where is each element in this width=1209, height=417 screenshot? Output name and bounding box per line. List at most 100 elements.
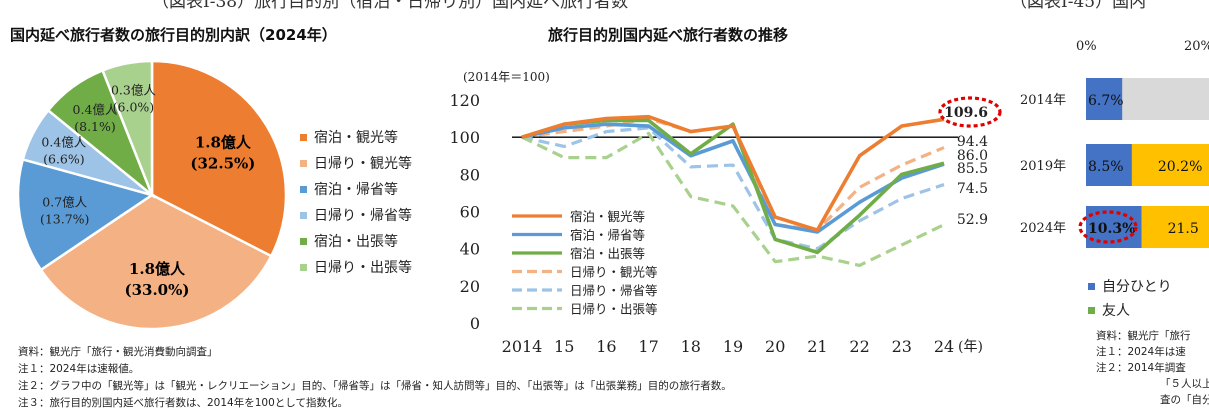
legend-item: 友人	[1088, 298, 1172, 322]
x-tick-label: 15	[554, 337, 574, 356]
legend-swatch	[300, 263, 307, 271]
y-tick-label: 40	[460, 240, 480, 259]
bar-category-label: 2019年	[1020, 159, 1066, 174]
pie-percent-label: (8.1%)	[74, 119, 116, 134]
pie-value-label: 0.3億人	[111, 83, 156, 98]
line-chart-title: 旅行目的別国内延べ旅行者数の推移	[548, 26, 789, 44]
y-tick-label: 20	[460, 277, 480, 296]
legend-item: 日帰り・観光等	[300, 150, 412, 176]
pie-value-label: 0.4億人	[73, 102, 118, 117]
bar-axis-tick: 20%	[1184, 39, 1209, 54]
y-tick-label: 0	[470, 314, 480, 333]
pie-chart: 1.8億人 (32.5%) 1.8億人 (33.0%) 0.7億人 (13.7%) 0.4億…	[16, 59, 288, 331]
pie-slice	[150, 59, 288, 258]
end-value-label: 94.4	[957, 134, 988, 150]
right-source-note: 資料：観光庁「旅行	[1096, 330, 1191, 342]
bar-segment-alone	[1086, 144, 1132, 186]
end-value-label: 74.5	[957, 181, 988, 197]
pie-value-label: 1.8億人	[195, 134, 252, 152]
x-axis-unit: (年)	[958, 339, 983, 355]
legend-item: 宿泊・帰省等	[300, 176, 412, 202]
x-tick-label: 17	[638, 337, 658, 356]
bar-segment-friend	[1131, 144, 1209, 186]
x-tick-label: 20	[765, 337, 785, 356]
bar-legend: 自分ひとり 友人	[1088, 274, 1172, 322]
x-tick-label: 18	[681, 337, 701, 356]
bar-category-label: 2014年	[1020, 93, 1066, 108]
highlight-circle	[938, 96, 1002, 128]
x-tick-label: 21	[807, 337, 827, 356]
line-chart: 0 20 40 60 80 100 120 2014 15 16 17 18 19 20 21 22 23 24…	[449, 91, 1002, 356]
legend-item: 宿泊・出張等	[300, 228, 412, 254]
note-1: 注１：2024年は速報値。	[18, 363, 140, 375]
line-series	[521, 114, 945, 232]
legend-label: 宿泊・出張等	[314, 234, 398, 250]
end-value-label: 86.0	[957, 148, 988, 164]
bar-category-label: 2024年	[1020, 221, 1066, 236]
right-note-2: 注２：2014年調査	[1096, 362, 1186, 374]
bar-value-label: 20.2%	[1158, 159, 1202, 175]
y-tick-label: 120	[449, 91, 480, 110]
end-value-label: 52.9	[957, 212, 988, 228]
x-tick-label: 2014	[502, 337, 543, 356]
x-tick-label: 23	[892, 337, 912, 356]
legend-label: 日帰り・帰省等	[314, 208, 412, 224]
legend-label: 日帰り・出張等	[314, 260, 412, 276]
bar-value-label: 6.7%	[1088, 93, 1124, 109]
note-3: 注３：旅行目的別国内延べ旅行者数は、2014年を100として指数化。	[18, 397, 348, 409]
legend-label: 宿泊・観光等	[314, 130, 398, 146]
figure-title-right: （図表Ⅰ-45）国内	[1010, 0, 1147, 12]
x-tick-label: 22	[849, 337, 869, 356]
legend-label: 日帰り・観光等	[314, 156, 412, 172]
bar-value-label: 21.5	[1168, 221, 1199, 237]
pie-value-label: 0.4億人	[41, 135, 86, 150]
bar-value-label: 8.5%	[1088, 159, 1124, 175]
legend-item: 自分ひとり	[1088, 274, 1172, 298]
pie-percent-label: (6.6%)	[43, 152, 85, 167]
legend-item: 宿泊・観光等	[300, 124, 412, 150]
pie-value-label: 0.7億人	[42, 194, 87, 209]
legend-label: 自分ひとり	[1102, 279, 1172, 295]
source-note: 資料：観光庁「旅行・観光消費動向調査」	[18, 346, 218, 358]
legend-swatch	[300, 185, 307, 193]
line-legend-label: 日帰り・帰省等	[570, 283, 658, 298]
pie-slice	[39, 193, 273, 331]
pie-slice	[101, 59, 154, 196]
pie-value-label: 1.8億人	[129, 260, 186, 278]
line-series	[521, 131, 945, 267]
pie-percent-label: (33.0%)	[124, 281, 189, 299]
x-tick-label: 24	[934, 337, 954, 356]
right-note-2-cont: 「５人以上	[1160, 378, 1209, 390]
right-note-2-cont2: 査の「自分ひ	[1160, 394, 1209, 406]
legend-swatch	[300, 211, 307, 219]
legend-swatch	[300, 159, 307, 167]
line-series	[521, 126, 945, 251]
line-legend-label: 日帰り・出張等	[570, 302, 658, 317]
bar-axis-tick: 0%	[1076, 39, 1097, 54]
line-legend-label: 日帰り・観光等	[570, 265, 658, 280]
line-legend-label: 宿泊・帰省等	[570, 228, 645, 243]
pie-chart-title: 国内延べ旅行者数の旅行目的別内訳（2024年）	[10, 26, 337, 44]
bar-segment-friend	[1141, 206, 1209, 248]
line-series	[521, 122, 945, 234]
legend-swatch	[1088, 306, 1095, 314]
index-base-note: (2014年＝100)	[463, 70, 550, 84]
legend-swatch	[1088, 282, 1095, 290]
note-2: 注２：グラフ中の「観光等」は「観光・レクリエーション」目的、「帰省等」は「帰省・…	[18, 380, 732, 392]
right-note-1: 注１：2024年は速	[1096, 346, 1186, 358]
legend-swatch	[300, 237, 307, 245]
bar-chart: 0% 20% 2014年 2019年 2024年 6.7% 8.5% 20.2% 10.3%…	[1020, 39, 1209, 248]
pie-legend: 宿泊・観光等 日帰り・観光等 宿泊・帰省等 日帰り・帰省等 宿泊・出張等 日帰り…	[300, 124, 412, 280]
legend-swatch	[300, 133, 307, 141]
x-tick-label: 16	[596, 337, 616, 356]
end-value-label: 85.5	[957, 161, 988, 177]
line-legend-label: 宿泊・出張等	[570, 246, 645, 261]
bar-segment-alone	[1086, 78, 1123, 120]
x-tick-label: 19	[723, 337, 743, 356]
y-tick-label: 60	[460, 203, 480, 222]
line-legend-label: 宿泊・観光等	[570, 209, 645, 224]
pie-percent-label: (32.5%)	[190, 155, 255, 173]
legend-item: 日帰り・帰省等	[300, 202, 412, 228]
figure-title-left: （図表Ⅰ-38）旅行目的別（宿泊・日帰り別）国内延べ旅行者数	[152, 0, 629, 12]
highlight-circle-2024	[1078, 210, 1138, 244]
